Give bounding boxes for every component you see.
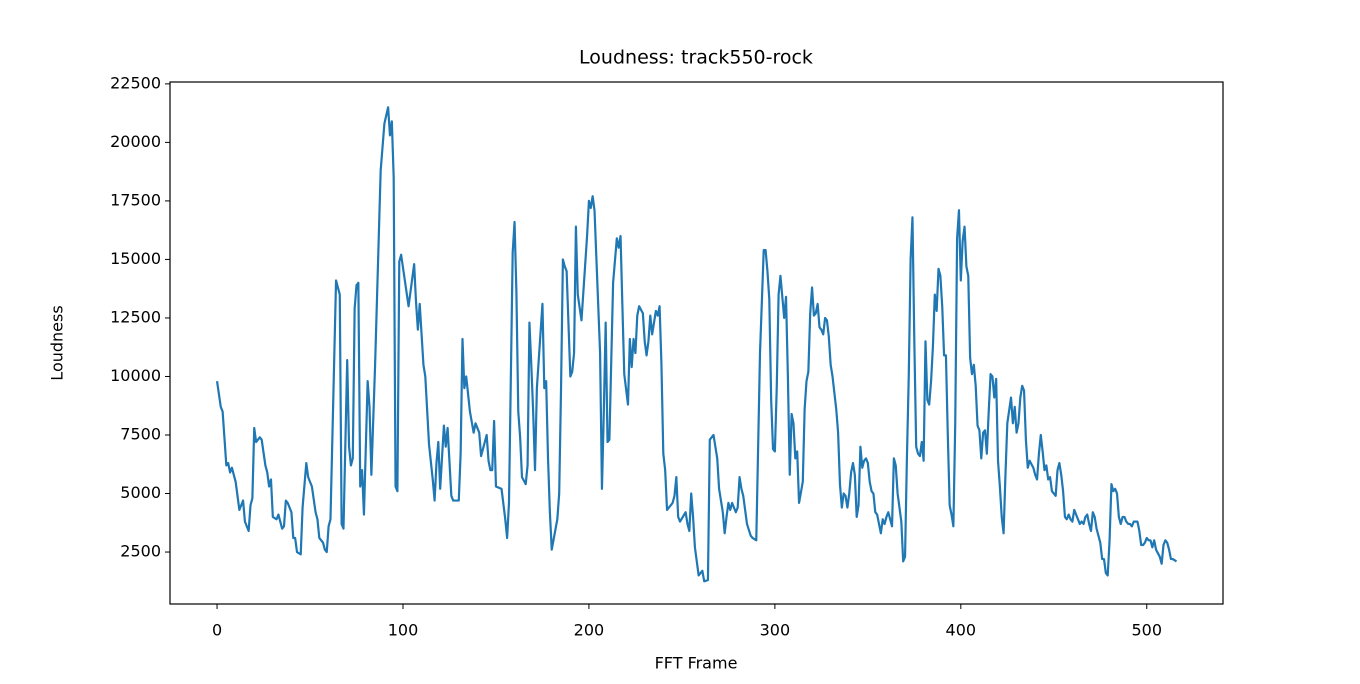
plot-frame xyxy=(169,81,1224,605)
x-axis-label: FFT Frame xyxy=(655,654,738,673)
chart-title: Loudness: track550-rock xyxy=(579,47,813,69)
y-tick-label: 12500 xyxy=(110,307,161,326)
y-tick-label: 20000 xyxy=(110,132,161,151)
x-tick-label: 500 xyxy=(1131,621,1162,640)
x-tick-label: 300 xyxy=(760,621,791,640)
y-tick-label: 10000 xyxy=(110,366,161,385)
x-tick-label: 200 xyxy=(574,621,605,640)
data-line xyxy=(215,106,1178,583)
x-tick-label: 100 xyxy=(388,621,419,640)
y-axis-label: Loudness xyxy=(48,305,67,380)
x-tick-label: 0 xyxy=(212,621,222,640)
x-tick-label: 400 xyxy=(946,621,977,640)
y-tick-label: 22500 xyxy=(110,73,161,92)
y-tick-label: 7500 xyxy=(120,424,161,443)
y-tick-label: 2500 xyxy=(120,542,161,561)
y-tick-label: 15000 xyxy=(110,249,161,268)
y-tick-label: 17500 xyxy=(110,190,161,209)
y-tick-label: 5000 xyxy=(120,483,161,502)
